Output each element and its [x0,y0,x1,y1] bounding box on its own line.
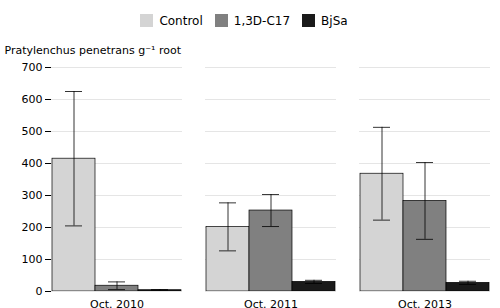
svg-text:Oct. 2011: Oct. 2011 [244,298,298,308]
svg-text:100: 100 [22,253,43,266]
svg-text:Pratylenchus penetrans g⁻¹ roo: Pratylenchus penetrans g⁻¹ root [5,44,182,57]
svg-text:0: 0 [36,285,43,298]
svg-text:Oct. 2013: Oct. 2013 [398,298,452,308]
svg-text:500: 500 [22,125,43,138]
svg-text:Oct. 2010: Oct. 2010 [90,298,144,308]
svg-text:700: 700 [22,61,43,74]
html-text:1,3D-C17: 1,3D-C17 [233,13,291,28]
html-text:BjSa: BjSa [321,13,348,28]
svg-text:400: 400 [22,157,43,170]
html-text:Control: Control [159,13,203,28]
svg-text:300: 300 [22,189,43,202]
svg-text:600: 600 [22,93,43,106]
svg-text:200: 200 [22,221,43,234]
